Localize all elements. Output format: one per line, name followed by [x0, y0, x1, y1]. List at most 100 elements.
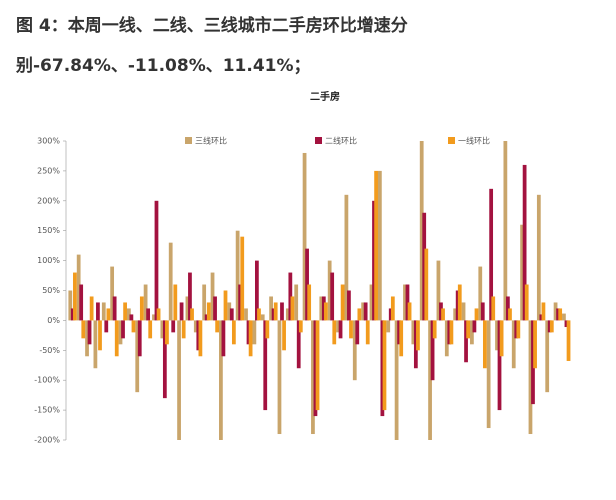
bar — [156, 308, 161, 321]
bar — [390, 296, 395, 321]
bar — [528, 320, 533, 435]
bar — [545, 320, 550, 393]
bar — [508, 308, 512, 321]
bar — [480, 302, 485, 321]
bar — [344, 194, 349, 321]
bar — [474, 308, 479, 321]
y-tick-label: 200% — [37, 196, 60, 205]
bar — [118, 320, 123, 345]
bar — [238, 284, 243, 321]
bar — [229, 308, 234, 321]
bar — [79, 284, 84, 321]
bar — [98, 320, 102, 351]
bar — [213, 296, 217, 321]
bar — [198, 320, 203, 357]
bar — [352, 320, 357, 381]
bar — [319, 296, 324, 321]
bar — [357, 308, 362, 321]
bar — [202, 284, 207, 321]
legend-label: 二线环比 — [325, 136, 357, 146]
bar — [520, 224, 524, 321]
bar — [340, 284, 345, 321]
bar — [405, 284, 410, 321]
bar — [137, 320, 142, 357]
bar — [185, 296, 190, 321]
bar — [285, 308, 290, 321]
bar — [516, 320, 521, 339]
bar — [193, 320, 198, 333]
bar — [263, 320, 268, 411]
bar — [428, 320, 432, 440]
bar — [126, 308, 131, 321]
bar — [112, 296, 117, 321]
bar — [511, 320, 516, 369]
bar — [168, 242, 173, 321]
bar — [154, 200, 159, 321]
y-tick-label: -200% — [34, 436, 60, 445]
bar — [165, 320, 169, 345]
bar — [206, 302, 211, 321]
bar — [81, 320, 86, 339]
bar — [315, 320, 320, 411]
bar — [273, 302, 278, 321]
bar — [162, 320, 167, 399]
bar — [246, 320, 251, 345]
bar — [491, 296, 496, 321]
bar — [407, 302, 412, 321]
bar — [135, 320, 140, 393]
bar — [441, 308, 445, 321]
bar — [260, 314, 265, 321]
bar — [361, 302, 366, 321]
bar — [277, 320, 282, 435]
bar — [336, 320, 340, 333]
bar — [461, 302, 466, 321]
bar — [219, 320, 223, 440]
bar — [495, 320, 499, 351]
bar — [524, 284, 529, 321]
bar — [386, 320, 391, 333]
bar — [447, 320, 452, 345]
bar — [453, 308, 458, 321]
bar — [296, 320, 301, 369]
bar — [374, 170, 378, 321]
bar — [411, 320, 416, 345]
y-tick-label: -100% — [34, 376, 60, 385]
chart-title: 二手房 — [310, 90, 340, 103]
bar — [121, 320, 125, 339]
bar — [332, 320, 337, 345]
bar — [181, 320, 186, 339]
bar — [196, 320, 201, 351]
bar — [311, 320, 315, 435]
bar — [553, 302, 558, 321]
bar — [489, 188, 494, 321]
bar — [290, 296, 295, 321]
bar — [231, 320, 236, 345]
bar — [96, 302, 100, 321]
y-tick-label: 150% — [37, 226, 60, 235]
bar — [466, 320, 471, 339]
bar — [566, 320, 571, 361]
y-tick-label: -150% — [34, 406, 60, 415]
bar — [76, 254, 81, 321]
bar — [455, 290, 460, 321]
y-tick-label: 50% — [42, 286, 60, 295]
bar — [499, 320, 504, 357]
bar — [129, 314, 134, 321]
bar — [87, 320, 92, 345]
bar — [152, 314, 156, 321]
bar — [131, 320, 136, 333]
bar — [294, 284, 299, 321]
bar — [470, 320, 474, 345]
bar — [349, 320, 353, 339]
bar — [444, 320, 449, 357]
bar — [73, 272, 77, 321]
bar — [430, 320, 435, 381]
bar — [472, 320, 477, 333]
bar — [503, 141, 508, 321]
bar — [215, 320, 220, 333]
y-tick-label: 0% — [47, 316, 60, 325]
bar — [307, 284, 312, 321]
bar — [321, 296, 326, 321]
